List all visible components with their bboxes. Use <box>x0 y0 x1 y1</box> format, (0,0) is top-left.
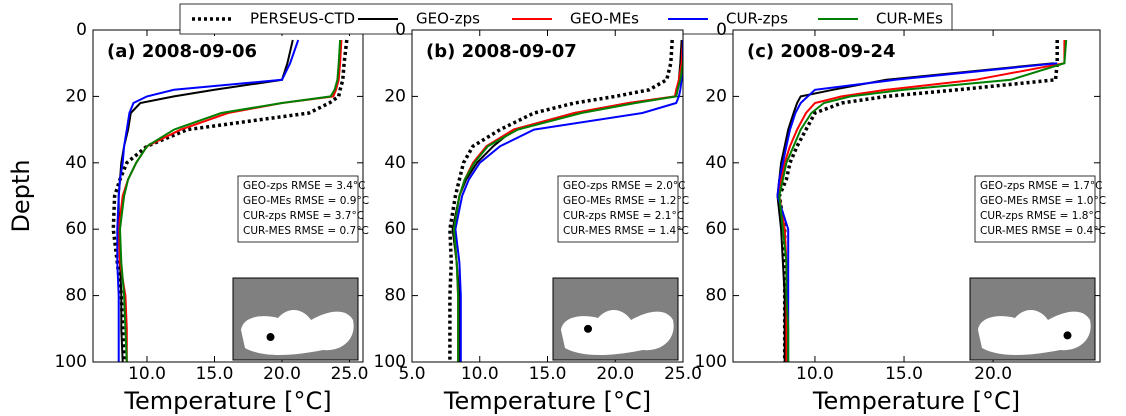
profile-line <box>116 39 300 362</box>
panel-title: (a) 2008-09-06 <box>107 41 257 62</box>
lines <box>111 39 349 362</box>
annotation: GEO-zps RMSE = 2.0°C <box>563 180 686 192</box>
inset-station <box>584 324 592 333</box>
annotation: CUR-MES RMSE = 0.7°C <box>243 225 369 237</box>
panel: 0 20 40 60 80 100 10.0 15.0 20.0 25.0 GEO-zps RMSE… <box>7 20 369 415</box>
x-tick-label: 15.0 <box>885 364 923 384</box>
lines <box>448 39 683 362</box>
y-tick-label: 0 <box>395 20 406 40</box>
annotation: GEO-MEs RMSE = 1.0°C <box>980 195 1106 207</box>
annotation: GEO-zps RMSE = 3.4°C <box>243 180 366 192</box>
x-axis-label: Temperature [°C] <box>123 387 331 415</box>
y-tick-label: 40 <box>384 153 406 173</box>
legend: PERSEUS-CTD GEO-zps GEO-MEs CUR-zps CUR-MEs <box>179 3 953 35</box>
annotation-box <box>237 175 359 243</box>
x-tick-label: 25.0 <box>664 364 702 384</box>
y-tick-label: 20 <box>384 86 406 106</box>
inset-station <box>266 333 275 342</box>
profile-line <box>454 40 683 362</box>
x-tick-label: 10.0 <box>128 364 166 384</box>
legend-label: PERSEUS-CTD <box>250 10 355 28</box>
y-tick-label: 60 <box>65 219 87 239</box>
annotation: CUR-MES RMSE = 0.4°C <box>980 225 1106 237</box>
x-tick-label: 20.0 <box>974 364 1012 384</box>
x-axis-label: Temperature [°C] <box>812 387 1020 415</box>
inset-sea <box>978 309 1091 355</box>
profile-line <box>448 39 674 362</box>
legend-label: GEO-MEs <box>570 10 639 28</box>
inset-sea <box>561 309 674 355</box>
annotation: CUR-zps RMSE = 3.7°C <box>243 210 364 222</box>
y-tick-label: 60 <box>384 219 406 239</box>
profile-line <box>777 40 1059 362</box>
annotation: CUR-MES RMSE = 1.4°C <box>563 225 689 237</box>
annotation-box <box>974 175 1096 243</box>
x-tick-label: 20.0 <box>263 364 301 384</box>
profile-line <box>776 62 1054 362</box>
x-tick-label: 15.0 <box>529 364 567 384</box>
x-tick-label: 15.0 <box>196 364 234 384</box>
annotation-box <box>557 175 679 243</box>
annotation: GEO-zps RMSE = 1.7°C <box>980 180 1103 192</box>
y-tick-label: 20 <box>705 86 727 106</box>
y-tick-label: 100 <box>695 352 727 372</box>
y-tick-label: 100 <box>374 352 406 372</box>
annotation: GEO-MEs RMSE = 0.9°C <box>243 195 369 207</box>
y-axis-label: Depth <box>7 159 35 232</box>
y-tick-label: 60 <box>705 219 727 239</box>
x-axis-label: Temperature [°C] <box>443 387 651 415</box>
x-tick-label: 25.0 <box>331 364 369 384</box>
y-tick-label: 40 <box>705 153 727 173</box>
y-tick-label: 40 <box>65 153 87 173</box>
lines <box>776 39 1068 362</box>
y-tick-label: 80 <box>384 286 406 306</box>
y-tick-label: 0 <box>76 20 87 40</box>
plot-frame <box>411 29 684 363</box>
x-tick-label: 10.0 <box>461 364 499 384</box>
inset-station <box>1063 331 1072 340</box>
profile-line <box>776 62 1058 362</box>
legend-label: CUR-zps <box>726 10 788 28</box>
legend-label: CUR-MEs <box>876 10 943 28</box>
panel-title: (c) 2008-09-24 <box>747 41 896 62</box>
legend-label: GEO-zps <box>416 10 480 28</box>
panel-title: (b) 2008-09-07 <box>426 41 577 62</box>
y-tick-label: 80 <box>705 286 727 306</box>
y-tick-label: 20 <box>65 86 87 106</box>
x-tick-label: 5.0 <box>398 364 425 384</box>
profile-line <box>118 39 342 362</box>
x-tick-label: 10.0 <box>796 364 834 384</box>
y-tick-label: 100 <box>55 352 87 372</box>
annotation: CUR-zps RMSE = 1.8°C <box>980 210 1101 222</box>
panel: 0 20 40 60 80 100 10.0 15.0 20.0 GEO-zps RMSE = 1… <box>695 20 1106 415</box>
inset-sea <box>241 309 354 355</box>
profile-line <box>452 46 683 362</box>
x-tick-label: 20.0 <box>596 364 634 384</box>
annotation: CUR-zps RMSE = 2.1°C <box>563 210 684 222</box>
annotation: GEO-MEs RMSE = 1.2°C <box>563 195 689 207</box>
y-tick-label: 80 <box>65 286 87 306</box>
profile-line <box>778 39 1068 362</box>
plot-frame <box>732 29 1101 363</box>
y-tick-label: 0 <box>716 20 727 40</box>
